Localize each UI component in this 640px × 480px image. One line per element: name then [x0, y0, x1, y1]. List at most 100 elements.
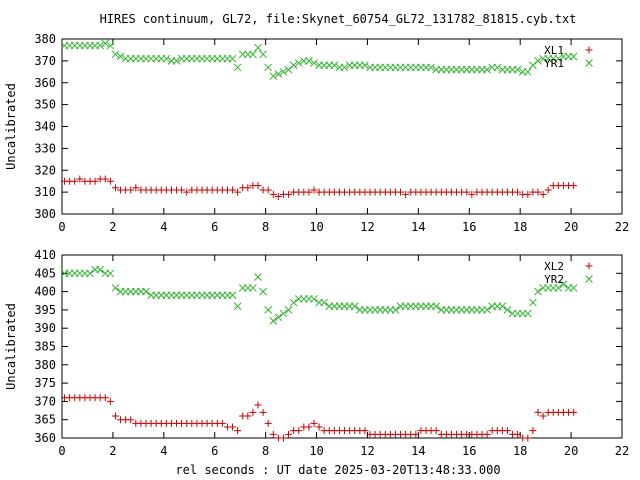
data-point: [514, 188, 522, 196]
y-tick-label: 365: [34, 413, 56, 427]
data-point: [229, 186, 237, 194]
series-YR2: [60, 265, 578, 325]
data-point: [249, 50, 257, 59]
data-point: [523, 309, 532, 318]
y-tick-label: 300: [34, 207, 56, 221]
data-point: [534, 287, 542, 296]
data-point: [340, 63, 349, 72]
y-tick-label: 410: [34, 248, 56, 262]
data-point: [569, 284, 578, 292]
data-point: [432, 427, 440, 435]
y-tick-label: 395: [34, 303, 56, 317]
data-point: [483, 65, 491, 74]
data-point: [391, 306, 400, 314]
data-point: [259, 408, 267, 416]
x-tick-label: 12: [360, 220, 374, 234]
panel-1: 300 310 320 330 340 350 360 370 380 0 2 4 6 8 10 12 14 16…: [4, 32, 629, 234]
x-tick-label: 16: [462, 444, 476, 458]
data-point: [264, 186, 272, 194]
data-point: [284, 306, 293, 314]
x-tick-label: 10: [309, 444, 323, 458]
y-tick-label: 380: [34, 32, 56, 46]
data-point: [330, 61, 339, 70]
x-tick-label: 0: [58, 220, 65, 234]
y-tick-label: 380: [34, 358, 56, 372]
data-point: [229, 423, 237, 431]
data-point: [228, 291, 237, 300]
data-point: [361, 427, 369, 435]
data-point: [539, 412, 547, 420]
data-point: [244, 412, 252, 420]
x-tick-label: 8: [262, 444, 269, 458]
data-point: [350, 302, 359, 311]
legend-label: YR1: [544, 57, 564, 70]
data-point: [320, 298, 329, 307]
data-point: [493, 63, 502, 72]
y-tick-label: 360: [34, 76, 56, 90]
data-point: [127, 416, 135, 424]
data-point: [111, 50, 120, 59]
data-point: [106, 397, 114, 405]
data-point: [514, 430, 522, 438]
y-tick-label: 385: [34, 340, 56, 354]
series-YR1: [60, 39, 578, 81]
y-tick-label: 360: [34, 431, 56, 445]
legend-marker: [585, 59, 593, 67]
data-point: [111, 184, 119, 192]
data-point: [116, 52, 125, 61]
data-point: [554, 54, 563, 63]
y-axis-label: Uncalibrated: [4, 303, 18, 390]
data-point: [463, 188, 471, 196]
x-tick-label: 14: [411, 220, 425, 234]
y-tick-label: 320: [34, 163, 56, 177]
data-point: [101, 175, 109, 183]
data-point: [264, 63, 273, 72]
data-point: [305, 57, 313, 65]
data-point: [279, 309, 288, 318]
data-point: [218, 419, 226, 427]
y-axis-label: Uncalibrated: [4, 83, 18, 170]
data-point: [295, 427, 303, 435]
data-point: [503, 306, 512, 314]
data-point: [432, 302, 441, 311]
data-point: [259, 287, 267, 296]
data-point: [234, 188, 242, 196]
data-point: [172, 57, 181, 65]
data-point: [254, 273, 262, 281]
data-point: [101, 39, 110, 48]
y-tick-label: 400: [34, 285, 56, 299]
data-point: [234, 427, 242, 435]
data-point: [289, 298, 298, 307]
x-tick-label: 18: [513, 444, 527, 458]
data-point: [259, 50, 267, 59]
series-XL2: [61, 394, 578, 442]
legend-marker: [585, 262, 593, 270]
data-point: [264, 306, 273, 314]
legend-label: YR2: [544, 273, 564, 286]
data-point: [315, 423, 323, 431]
data-point: [397, 188, 405, 196]
data-point: [111, 284, 120, 292]
data-point: [178, 186, 186, 194]
data-point: [569, 52, 578, 61]
data-point: [269, 72, 278, 81]
x-tick-label: 4: [160, 220, 167, 234]
x-axis-label: rel seconds : UT date 2025-03-20T13:48:3…: [175, 463, 500, 477]
data-point: [142, 287, 150, 296]
y-tick-label: 350: [34, 98, 56, 112]
data-point: [86, 269, 94, 278]
chart-title: HIRES continuum, GL72, file:Skynet_60754…: [100, 12, 577, 26]
data-point: [106, 269, 115, 278]
data-point: [101, 394, 109, 402]
data-point: [305, 423, 313, 431]
data-point: [274, 193, 282, 200]
series-XL1: [61, 175, 578, 200]
data-point: [529, 298, 537, 307]
data-point: [285, 190, 293, 198]
data-point: [264, 419, 272, 427]
y-tick-label: 340: [34, 120, 56, 134]
data-point: [310, 295, 318, 303]
data-point: [244, 184, 252, 192]
data-point: [534, 188, 542, 196]
